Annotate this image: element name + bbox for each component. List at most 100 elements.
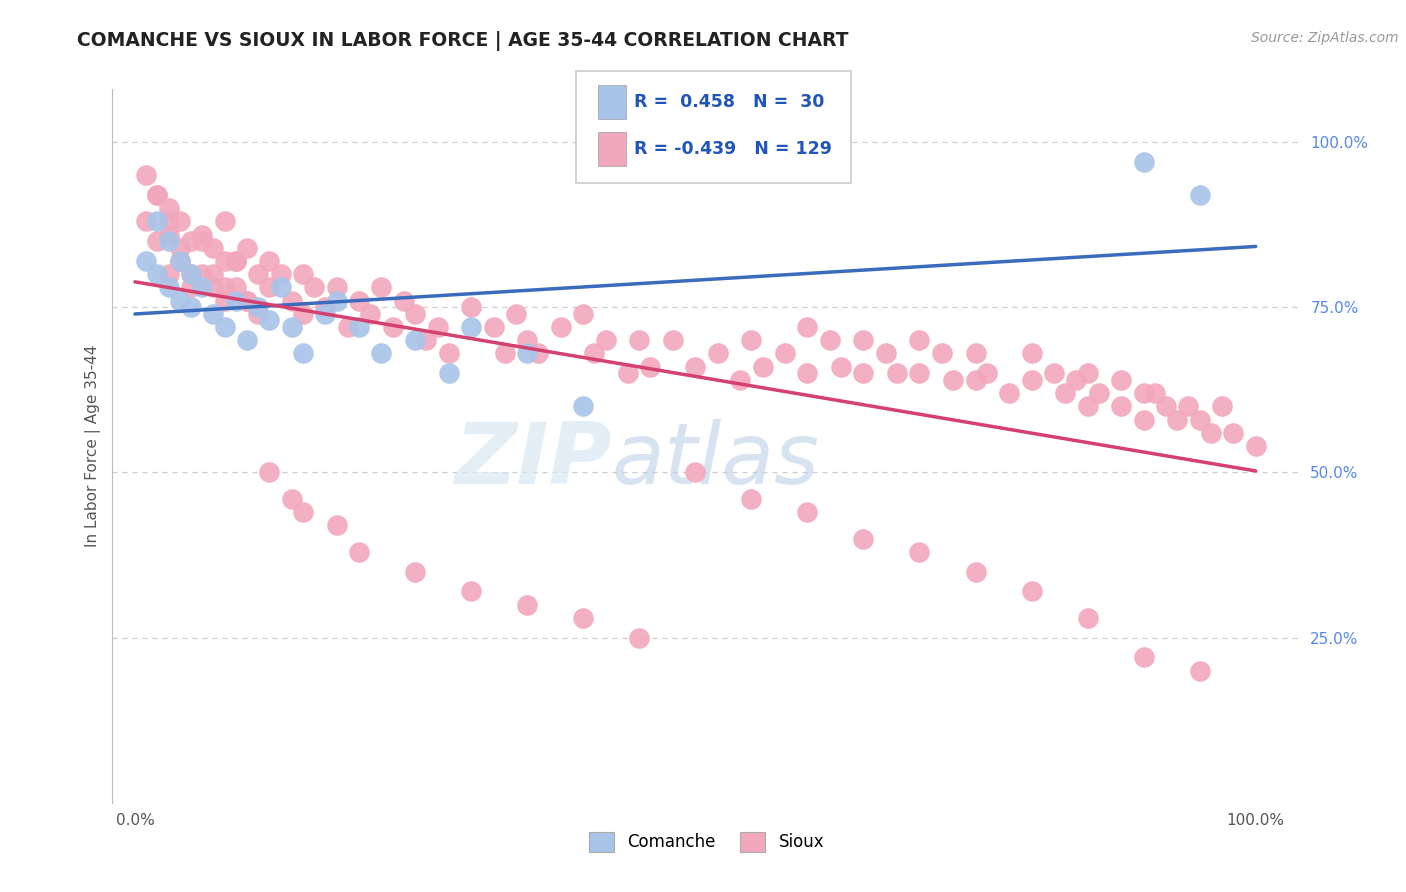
Point xyxy=(347,545,370,559)
Point xyxy=(640,359,662,374)
Point xyxy=(908,545,931,559)
Point xyxy=(146,234,169,248)
Point xyxy=(281,320,304,334)
Point xyxy=(236,293,259,308)
Point xyxy=(830,359,852,374)
Point xyxy=(336,320,359,334)
Point xyxy=(146,188,169,202)
Point xyxy=(965,565,987,579)
Point xyxy=(796,505,818,519)
Point xyxy=(169,254,191,268)
Point xyxy=(381,320,404,334)
Point xyxy=(818,333,841,347)
Point xyxy=(169,214,191,228)
Point xyxy=(437,346,460,360)
Point xyxy=(292,505,315,519)
Point xyxy=(976,367,998,381)
Point xyxy=(662,333,685,347)
Point xyxy=(852,333,875,347)
Point xyxy=(157,267,180,281)
Point xyxy=(628,333,651,347)
Point xyxy=(572,611,595,625)
Point xyxy=(202,267,225,281)
Point xyxy=(1143,386,1166,401)
Point xyxy=(214,320,236,334)
Point xyxy=(225,280,247,294)
Point xyxy=(191,267,214,281)
Text: COMANCHE VS SIOUX IN LABOR FORCE | AGE 35-44 CORRELATION CHART: COMANCHE VS SIOUX IN LABOR FORCE | AGE 3… xyxy=(77,31,849,51)
Point xyxy=(135,214,157,228)
Point xyxy=(314,300,336,314)
Point xyxy=(437,367,460,381)
Point xyxy=(292,267,315,281)
Point xyxy=(1132,154,1154,169)
Point xyxy=(314,307,336,321)
Point xyxy=(685,466,707,480)
Point xyxy=(270,267,292,281)
Point xyxy=(325,293,347,308)
Point xyxy=(1077,611,1099,625)
Point xyxy=(1132,386,1154,401)
Point xyxy=(259,254,281,268)
Point xyxy=(965,346,987,360)
Point xyxy=(516,598,538,612)
Point xyxy=(1043,367,1066,381)
Point xyxy=(180,267,202,281)
Point xyxy=(685,359,707,374)
Point xyxy=(157,280,180,294)
Point xyxy=(292,346,315,360)
Point xyxy=(214,214,236,228)
Point xyxy=(706,346,728,360)
Point xyxy=(169,254,191,268)
Point xyxy=(628,631,651,645)
Point xyxy=(595,333,617,347)
Point xyxy=(1222,425,1244,440)
Point xyxy=(583,346,606,360)
Point xyxy=(370,280,392,294)
Point xyxy=(292,307,315,321)
Point xyxy=(886,367,908,381)
Point xyxy=(1199,425,1222,440)
Point xyxy=(426,320,449,334)
Point xyxy=(773,346,796,360)
Point xyxy=(482,320,505,334)
Point xyxy=(302,280,325,294)
Legend: Comanche, Sioux: Comanche, Sioux xyxy=(582,825,831,859)
Point xyxy=(516,346,538,360)
Point xyxy=(225,293,247,308)
Point xyxy=(875,346,897,360)
Point xyxy=(325,518,347,533)
Point xyxy=(1188,412,1211,426)
Point xyxy=(359,307,381,321)
Point xyxy=(1177,400,1199,414)
Point xyxy=(146,267,169,281)
Point xyxy=(169,241,191,255)
Point xyxy=(214,280,236,294)
Point xyxy=(225,254,247,268)
Point xyxy=(460,584,482,599)
Point xyxy=(516,333,538,347)
Point xyxy=(404,565,426,579)
Point xyxy=(1109,373,1132,387)
Point xyxy=(404,307,426,321)
Point xyxy=(415,333,437,347)
Point xyxy=(180,234,202,248)
Point xyxy=(157,214,180,228)
Point xyxy=(325,280,347,294)
Point xyxy=(135,254,157,268)
Point xyxy=(404,333,426,347)
Point xyxy=(191,227,214,242)
Point xyxy=(942,373,965,387)
Point xyxy=(225,254,247,268)
Point xyxy=(908,367,931,381)
Point xyxy=(1054,386,1077,401)
Point xyxy=(180,280,202,294)
Point xyxy=(259,280,281,294)
Point xyxy=(550,320,572,334)
Point xyxy=(1077,367,1099,381)
Point xyxy=(191,234,214,248)
Point xyxy=(1077,400,1099,414)
Point xyxy=(740,333,762,347)
Point xyxy=(392,293,415,308)
Point xyxy=(617,367,640,381)
